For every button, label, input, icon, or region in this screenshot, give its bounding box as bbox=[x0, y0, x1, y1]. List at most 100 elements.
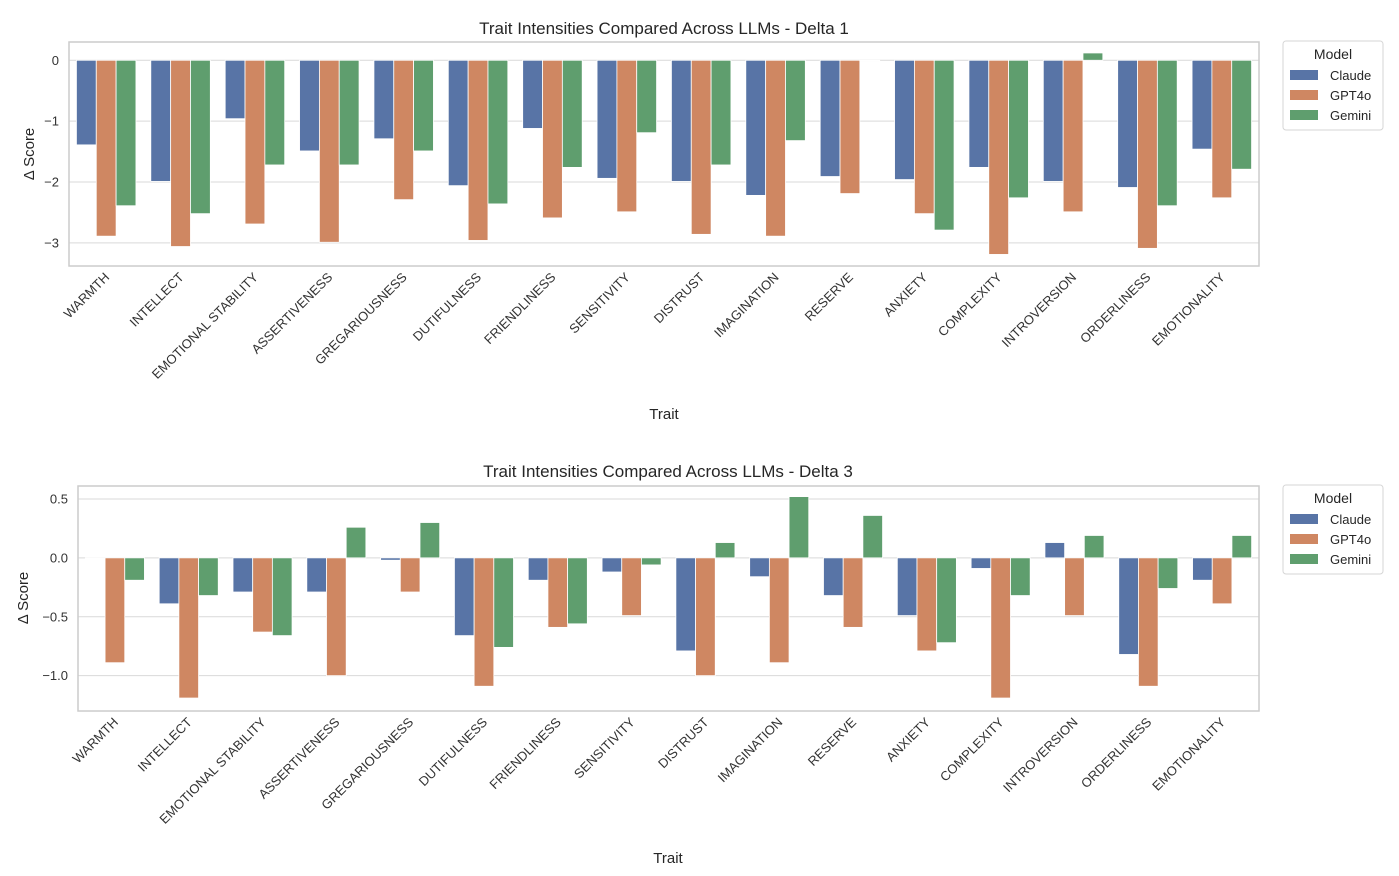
x-tick-label: SENSITIVITY bbox=[571, 714, 638, 781]
bar-claude-anxiety bbox=[894, 59, 915, 180]
bar-gpt4o-intellect bbox=[178, 557, 199, 699]
bar-claude-intellect bbox=[150, 59, 172, 182]
x-tick-label: ASSERTIVENESS bbox=[248, 269, 335, 356]
bar-gpt4o-complexity bbox=[988, 59, 1010, 255]
bar-gpt4o-friendliness bbox=[547, 557, 569, 628]
x-tick-label: INTELLECT bbox=[135, 714, 195, 774]
bar-gpt4o-assertiveness bbox=[318, 59, 340, 243]
x-tick-label: EMOTIONALITY bbox=[1149, 269, 1228, 348]
bar-gemini-intellect bbox=[198, 557, 219, 596]
bar-gemini-sensitivity bbox=[636, 59, 657, 134]
bar-gpt4o-imagination bbox=[768, 557, 790, 664]
bar-gpt4o-orderliness bbox=[1138, 557, 1159, 687]
bar-claude-warmth bbox=[76, 59, 97, 146]
x-tick-label: FRIENDLINESS bbox=[481, 269, 559, 347]
bar-claude-introversion bbox=[1042, 59, 1064, 182]
chart-delta-3: Trait Intensities Compared Across LLMs -… bbox=[15, 462, 1384, 867]
bar-gemini-sensitivity bbox=[641, 557, 662, 566]
legend-label-claude: Claude bbox=[1330, 68, 1371, 83]
legend-swatch-claude bbox=[1290, 514, 1318, 524]
legend-swatch-gemini bbox=[1290, 554, 1318, 564]
bar-claude-anxiety bbox=[896, 557, 918, 616]
bar-gpt4o-anxiety bbox=[916, 557, 938, 652]
bar-gpt4o-anxiety bbox=[913, 59, 935, 215]
bar-claude-assertiveness bbox=[299, 59, 320, 152]
bar-gemini-emotionality bbox=[1231, 535, 1253, 559]
x-tick-label: DISTRUST bbox=[651, 269, 708, 326]
x-tick-label: FRIENDLINESS bbox=[486, 714, 564, 792]
bar-claude-complexity bbox=[968, 59, 990, 168]
bar-gemini-imagination bbox=[785, 59, 806, 142]
bar-gemini-warmth bbox=[115, 59, 137, 207]
bar-claude-gregariousness bbox=[373, 59, 395, 140]
bar-claude-warmth bbox=[84, 557, 106, 560]
x-tick-label: SENSITIVITY bbox=[566, 269, 633, 336]
x-tick-label: EMOTIONALITY bbox=[1149, 714, 1228, 793]
legend-title: Model bbox=[1314, 490, 1352, 506]
bar-gemini-reserve bbox=[859, 59, 881, 62]
bar-claude-introversion bbox=[1044, 542, 1066, 559]
x-tick-label: IMAGINATION bbox=[711, 270, 782, 341]
x-axis-label: Trait bbox=[649, 406, 679, 423]
bar-gemini-anxiety bbox=[933, 59, 955, 231]
bar-claude-complexity bbox=[970, 557, 992, 569]
bar-gemini-imagination bbox=[788, 496, 810, 559]
bar-claude-sensitivity bbox=[601, 557, 623, 573]
y-tick-label: 0.0 bbox=[50, 550, 68, 565]
legend-swatch-gpt4o bbox=[1290, 534, 1318, 544]
bar-gpt4o-dutifulness bbox=[467, 59, 489, 241]
bar-gemini-emotionality bbox=[1231, 59, 1252, 170]
bar-gemini-orderliness bbox=[1156, 59, 1178, 207]
legend-swatch-gpt4o bbox=[1290, 90, 1318, 100]
bar-claude-intellect bbox=[158, 557, 180, 605]
bar-claude-orderliness bbox=[1118, 557, 1139, 655]
bar-gpt4o-gregariousness bbox=[393, 59, 415, 201]
bar-gpt4o-reserve bbox=[842, 557, 864, 628]
bar-claude-imagination bbox=[745, 59, 767, 196]
bar-gpt4o-reserve bbox=[839, 59, 861, 194]
bar-gemini-introversion bbox=[1082, 52, 1104, 61]
y-tick-label: −1 bbox=[44, 114, 59, 129]
y-tick-label: −0.5 bbox=[42, 609, 68, 624]
x-tick-label: ANXIETY bbox=[883, 714, 933, 764]
x-tick-label: DISTRUST bbox=[655, 714, 712, 771]
bar-gpt4o-emotionality bbox=[1211, 59, 1233, 199]
bar-gemini-gregariousness bbox=[419, 522, 441, 559]
bar-claude-orderliness bbox=[1117, 59, 1138, 188]
x-tick-label: WARMTH bbox=[69, 715, 121, 767]
bar-claude-emotionality bbox=[1191, 59, 1213, 150]
bar-gpt4o-distrust bbox=[695, 557, 716, 677]
x-axis-label: Trait bbox=[653, 850, 683, 867]
bar-gemini-introversion bbox=[1083, 535, 1105, 559]
legend-swatch-gemini bbox=[1290, 110, 1318, 120]
bar-gemini-assertiveness bbox=[338, 59, 360, 166]
bar-gpt4o-emotionality bbox=[1211, 557, 1233, 605]
y-tick-label: 0 bbox=[52, 53, 59, 68]
bar-claude-friendliness bbox=[522, 59, 543, 129]
bar-gemini-complexity bbox=[1010, 557, 1031, 596]
x-tick-label: COMPLEXITY bbox=[937, 714, 1007, 784]
bar-gemini-warmth bbox=[124, 557, 145, 581]
bar-claude-emotionality bbox=[1192, 557, 1213, 581]
legend-label-gemini: Gemini bbox=[1330, 108, 1371, 123]
x-tick-label: RESERVE bbox=[802, 269, 857, 324]
x-tick-label: INTROVERSION bbox=[1000, 715, 1081, 796]
bar-gpt4o-friendliness bbox=[542, 59, 563, 219]
bar-gpt4o-warmth bbox=[95, 59, 117, 237]
bar-gpt4o-distrust bbox=[690, 59, 712, 235]
bar-claude-dutifulness bbox=[454, 557, 475, 637]
bar-gpt4o-warmth bbox=[104, 557, 126, 664]
bar-claude-reserve bbox=[819, 59, 841, 177]
legend-label-gpt4o: GPT4o bbox=[1330, 88, 1371, 103]
legend-swatch-claude bbox=[1290, 70, 1318, 80]
bar-claude-emotional-stability bbox=[232, 557, 254, 593]
y-axis-label: Δ Score bbox=[21, 128, 38, 181]
bar-gemini-dutifulness bbox=[487, 59, 509, 205]
bar-gpt4o-sensitivity bbox=[621, 557, 642, 616]
bar-gpt4o-introversion bbox=[1062, 59, 1084, 213]
bar-gpt4o-sensitivity bbox=[616, 59, 638, 213]
bar-gemini-emotional-stability bbox=[264, 59, 286, 166]
x-tick-label: WARMTH bbox=[61, 270, 113, 322]
x-tick-label: DUTIFULNESS bbox=[410, 269, 485, 344]
